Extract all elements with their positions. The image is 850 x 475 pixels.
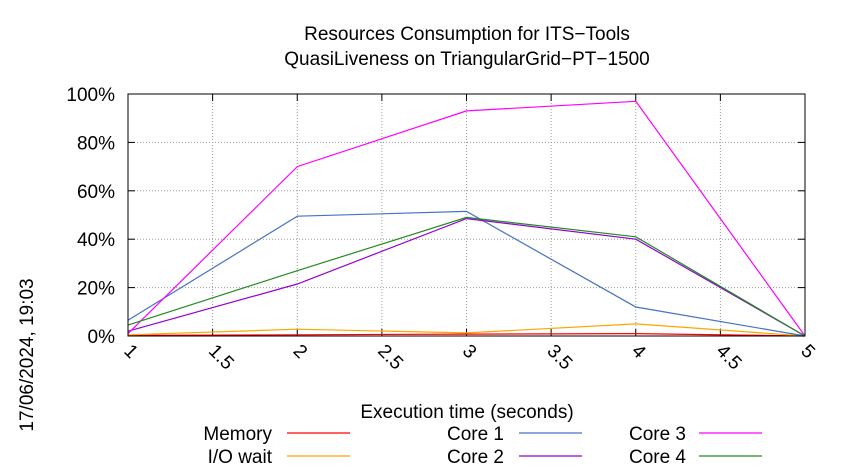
chart-subtitle: QuasiLiveness on TriangularGrid−PT−1500 xyxy=(284,49,649,70)
y-tick-label: 0% xyxy=(88,327,116,348)
timestamp-label: 17/06/2024, 19:03 xyxy=(17,278,38,431)
x-tick-label: 1.5 xyxy=(204,341,238,375)
x-axis-label: Execution time (seconds) xyxy=(360,402,573,423)
x-tick-label: 3 xyxy=(458,341,480,363)
series-line-core-1 xyxy=(127,210,806,337)
y-axis: 0% 20% 40% 60% 80% 100% xyxy=(66,85,805,348)
series-line-core-3 xyxy=(127,100,806,337)
y-tick-label: 100% xyxy=(66,85,115,106)
plot-series xyxy=(127,100,806,337)
x-tick-label: 4.5 xyxy=(712,341,746,375)
series-line-i-o-wait xyxy=(127,323,806,337)
x-tick-label: 5 xyxy=(796,341,818,363)
x-tick-label: 1 xyxy=(119,341,141,363)
grid-lines xyxy=(128,94,805,336)
x-tick-label: 2 xyxy=(289,341,311,363)
legend-label-i-o-wait: I/O wait xyxy=(208,447,273,468)
legend-label-core-1: Core 1 xyxy=(447,424,504,445)
y-tick-label: 20% xyxy=(77,279,115,300)
y-tick-label: 80% xyxy=(77,133,115,154)
series-line-memory xyxy=(127,332,806,337)
legend-label-core-3: Core 3 xyxy=(629,424,686,445)
x-tick-label: 2.5 xyxy=(373,341,407,375)
chart-title: Resources Consumption for ITS−Tools xyxy=(304,24,630,45)
y-tick-label: 60% xyxy=(77,182,115,203)
x-tick-label: 4 xyxy=(627,341,650,364)
plot-border xyxy=(127,93,806,337)
legend-label-core-2: Core 2 xyxy=(447,447,504,468)
series-line-core-4 xyxy=(127,216,806,337)
legend-label-core-4: Core 4 xyxy=(629,447,686,468)
y-tick-label: 40% xyxy=(77,230,115,251)
x-tick-label: 3.5 xyxy=(543,341,577,375)
legend-label-memory: Memory xyxy=(203,424,272,445)
series-line-core-2 xyxy=(127,217,806,337)
